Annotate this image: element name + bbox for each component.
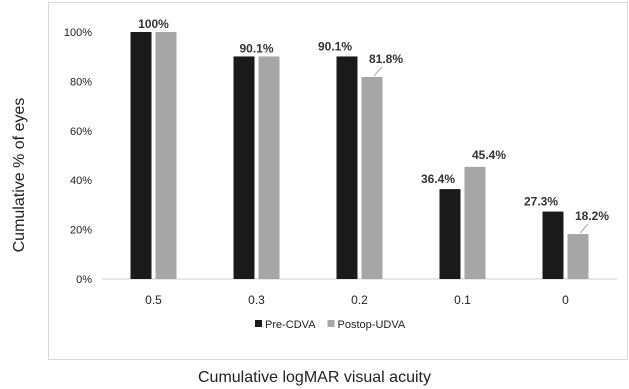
y-tick-label: 20% [70,225,92,237]
bar-postop-udva [464,166,486,279]
bar-postop-udva [567,234,589,279]
legend-swatch [255,320,262,327]
data-label: 36.4% [421,172,455,186]
bar-pre-cdva [542,211,564,279]
bar-pre-cdva [233,56,255,279]
leader-line [373,66,383,77]
legend-swatch [327,320,335,327]
bar-postop-udva [155,32,177,279]
y-tick-label: 100% [64,27,92,39]
data-label: 90.1% [239,41,273,55]
data-label: 27.3% [524,195,558,209]
legend-label: Pre-CDVA [265,319,316,331]
x-tick-label: 0.3 [248,293,265,307]
bar-pre-cdva [439,189,461,279]
data-label: 18.2% [575,209,609,223]
x-axis-title: Cumulative logMAR visual acuity [198,369,431,386]
data-label: 90.1% [318,39,352,53]
chart-area [48,2,628,360]
bar-postop-udva [361,76,383,279]
x-tick-label: 0 [562,293,569,307]
y-tick-label: 40% [70,175,92,187]
x-tick-label: 0.2 [351,293,368,307]
bar-postop-udva [258,56,280,279]
bar-pre-cdva [130,32,152,279]
leader-line [579,223,589,234]
bar-pre-cdva [336,56,358,279]
legend-label: Postop-UDVA [338,319,406,331]
y-tick-label: 0% [76,274,92,286]
data-label: 81.8% [369,52,403,66]
x-tick-label: 0.5 [145,293,162,307]
x-tick-label: 0.1 [454,293,471,307]
y-tick-label: 60% [70,126,92,138]
data-label: 45.4% [472,148,506,162]
y-tick-label: 80% [70,76,92,88]
data-label: 100% [138,17,169,31]
